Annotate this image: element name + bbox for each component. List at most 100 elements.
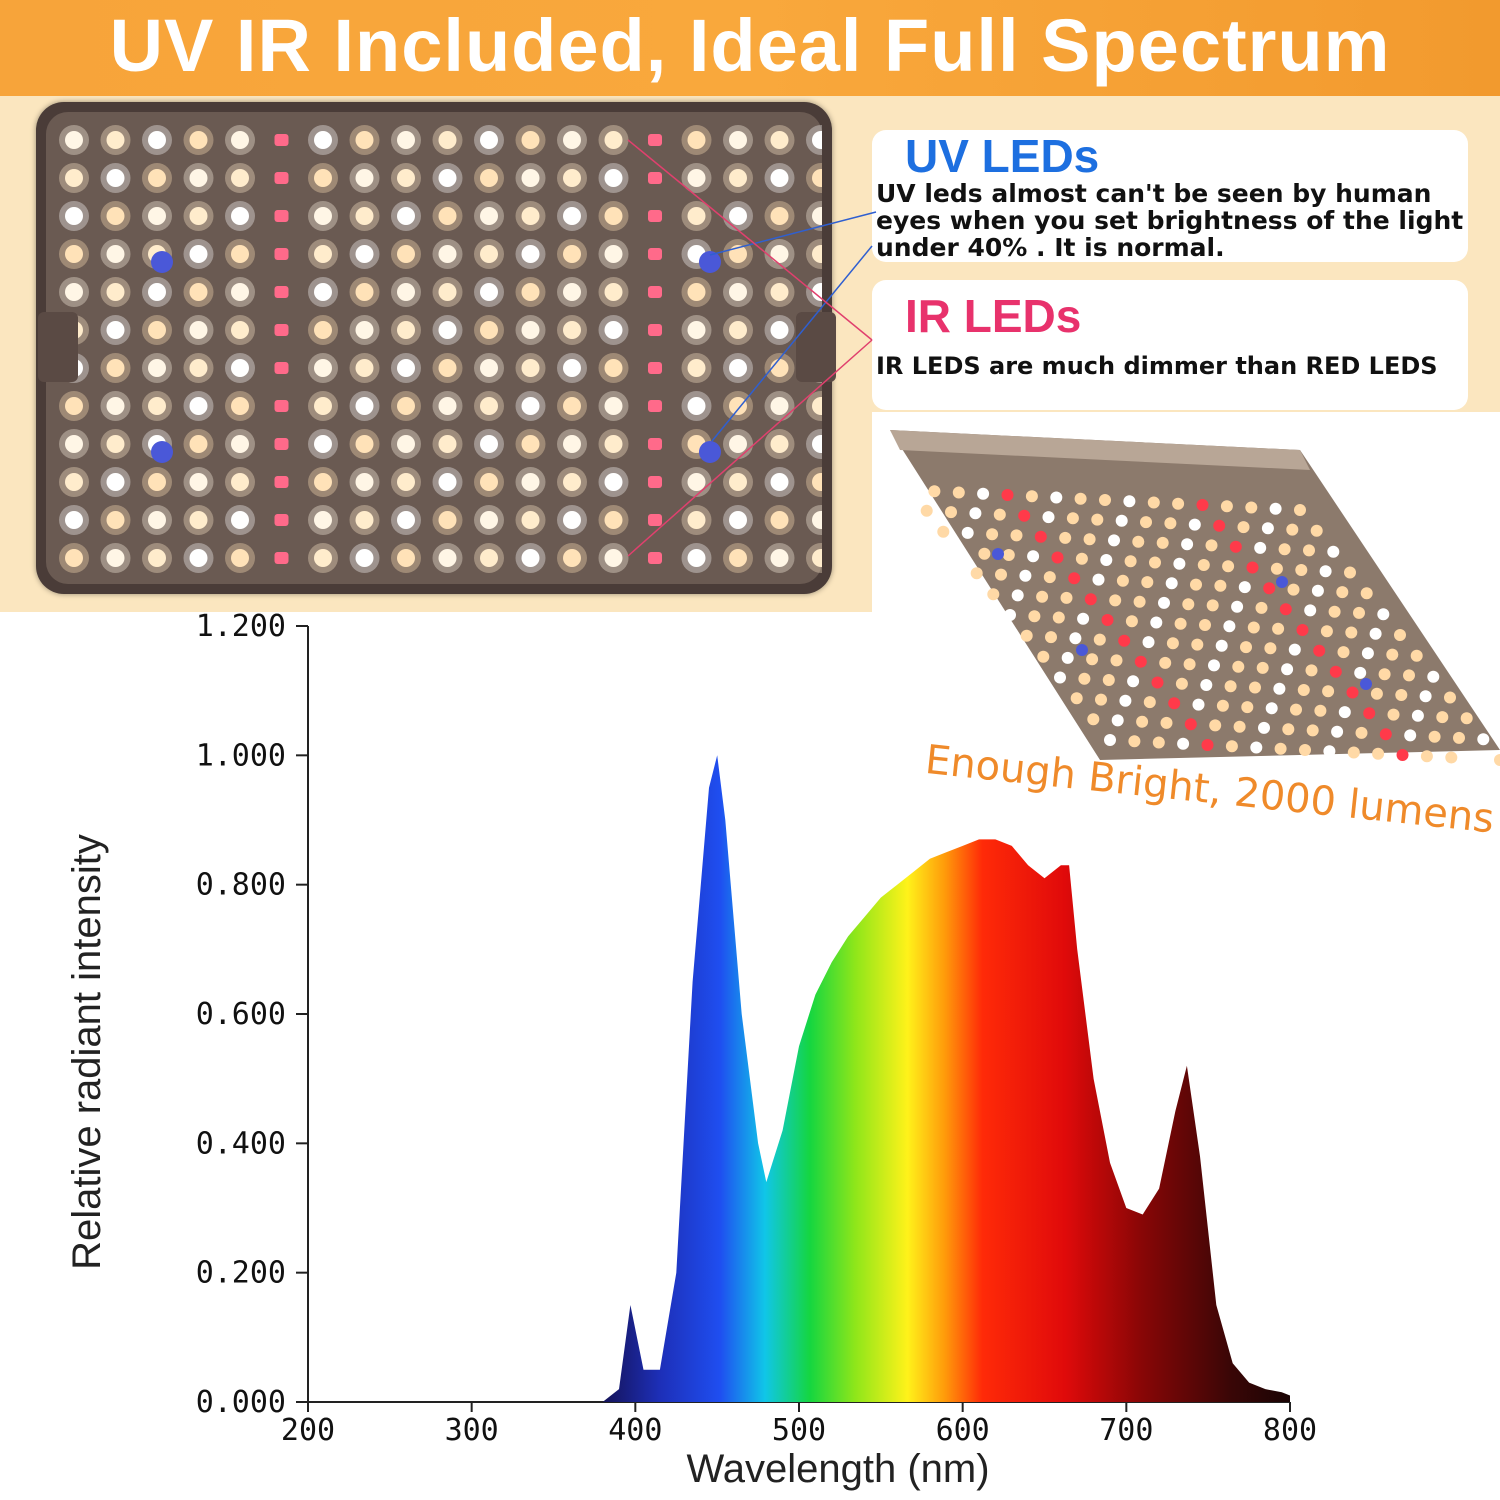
white-led <box>397 397 415 415</box>
ir-leds-description: IR LEDS are much dimmer than RED LEDS <box>876 352 1438 380</box>
x-tick-label: 500 <box>772 1413 826 1448</box>
white-led <box>231 435 249 453</box>
white-led <box>189 321 208 339</box>
white-led <box>1141 576 1154 589</box>
white-led <box>1419 690 1432 703</box>
white-led <box>106 245 125 263</box>
spectrum-area <box>602 755 1290 1402</box>
white-led <box>1241 701 1254 714</box>
white-led <box>1220 500 1233 513</box>
white-led <box>1042 511 1055 524</box>
white-led <box>604 131 623 149</box>
white-led <box>1111 714 1124 727</box>
white-led <box>1123 495 1136 508</box>
angled-panel-edge <box>890 430 1310 470</box>
white-led <box>480 511 498 529</box>
white-led <box>1075 552 1088 565</box>
white-led <box>563 511 581 529</box>
white-led <box>563 131 581 149</box>
white-led <box>397 321 415 339</box>
white-led <box>1225 740 1238 753</box>
white-led <box>1083 533 1096 546</box>
white-led <box>521 397 540 415</box>
white-led <box>1331 725 1344 738</box>
white-led <box>438 283 457 301</box>
white-led <box>1294 504 1306 516</box>
white-led <box>1224 680 1237 693</box>
white-led <box>1164 517 1177 530</box>
chart-axes: 0.000 0.200 0.400 0.600 0.800 1.000 1.200 200 30… <box>196 609 1317 1448</box>
white-led <box>1290 703 1302 716</box>
white-led <box>355 511 374 529</box>
white-led <box>521 511 540 529</box>
white-led <box>1190 578 1202 591</box>
white-led <box>1427 670 1440 683</box>
white-led <box>65 549 83 567</box>
white-led <box>148 511 166 529</box>
white-led <box>1360 587 1373 600</box>
white-led <box>1045 631 1057 644</box>
red-led <box>1184 718 1197 731</box>
x-tick-label: 600 <box>936 1413 990 1448</box>
white-led <box>1087 713 1100 726</box>
white-led <box>231 511 249 529</box>
white-led <box>1136 715 1149 728</box>
white-led <box>397 131 415 149</box>
white-led <box>1231 600 1244 613</box>
white-led <box>1158 596 1170 609</box>
white-led <box>1059 531 1072 544</box>
white-led <box>355 359 374 377</box>
white-led <box>1142 636 1155 649</box>
white-led <box>355 245 374 263</box>
white-led <box>355 321 374 339</box>
red-led <box>1018 509 1031 522</box>
white-led <box>314 321 332 339</box>
white-led <box>1028 610 1041 623</box>
red-led <box>274 248 289 260</box>
white-led <box>1086 653 1099 666</box>
white-led <box>65 473 83 491</box>
white-led <box>563 473 581 491</box>
white-led <box>1245 501 1258 514</box>
ir-callout-box <box>872 280 1468 410</box>
red-led <box>1329 665 1342 678</box>
red-led <box>1134 655 1147 668</box>
white-led <box>563 435 581 453</box>
red-led <box>1229 540 1242 553</box>
red-led <box>1246 561 1259 574</box>
white-led <box>480 549 498 567</box>
red-led <box>1279 603 1292 616</box>
white-led <box>231 397 249 415</box>
white-led <box>1395 689 1408 701</box>
white-led <box>1199 619 1211 631</box>
white-led <box>148 473 166 491</box>
white-led <box>1078 672 1091 685</box>
red-led <box>1363 707 1376 720</box>
white-led <box>1165 577 1178 590</box>
white-led <box>1272 622 1285 635</box>
white-led <box>314 245 332 263</box>
red-led <box>274 438 289 450</box>
white-led <box>521 473 540 491</box>
white-led <box>65 245 83 263</box>
white-led <box>1354 666 1367 679</box>
red-led <box>1196 499 1209 511</box>
white-led <box>1328 605 1341 618</box>
white-led <box>314 397 332 415</box>
white-led <box>1361 647 1374 660</box>
white-led <box>604 169 623 187</box>
uv-led <box>1076 644 1088 656</box>
white-led <box>1214 579 1227 592</box>
red-led <box>1084 593 1097 606</box>
white-led <box>1237 521 1250 534</box>
white-led <box>954 546 966 559</box>
white-led <box>148 131 166 149</box>
white-led <box>397 283 415 301</box>
white-led <box>1143 696 1156 709</box>
white-led <box>1370 687 1383 700</box>
white-led <box>355 435 374 453</box>
white-led <box>1208 659 1220 672</box>
white-led <box>1011 589 1024 602</box>
white-led <box>563 169 581 187</box>
white-led <box>1050 491 1063 504</box>
